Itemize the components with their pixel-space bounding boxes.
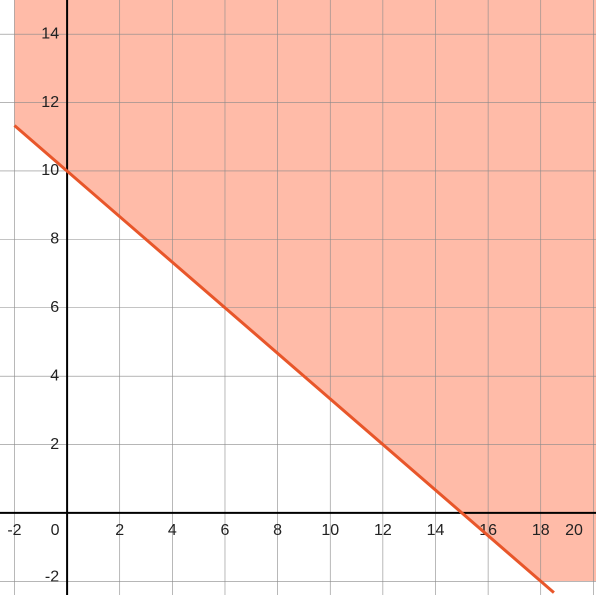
x-tick-label: 20: [565, 522, 583, 539]
x-tick-label: 4: [168, 522, 177, 539]
y-tick-label: -2: [45, 569, 59, 586]
x-tick-label: -2: [7, 522, 21, 539]
x-tick-label: 14: [427, 522, 445, 539]
y-tick-label: 8: [50, 231, 59, 248]
x-tick-label: 0: [51, 522, 60, 539]
x-tick-label: 8: [273, 522, 282, 539]
y-tick-label: 4: [50, 367, 59, 384]
y-tick-label: 6: [50, 299, 59, 316]
y-tick-label: 2: [50, 436, 59, 453]
x-tick-label: 16: [479, 522, 497, 539]
x-tick-label: 12: [374, 522, 392, 539]
y-tick-label: 12: [41, 94, 59, 111]
y-tick-label: 14: [41, 25, 59, 42]
y-tick-label: 10: [41, 162, 59, 179]
shaded-region: [14, 0, 596, 582]
x-tick-label: 2: [115, 522, 124, 539]
x-tick-label: 18: [532, 522, 550, 539]
x-tick-label: 6: [221, 522, 230, 539]
boundary-line: [13, 124, 555, 594]
x-tick-label: 10: [321, 522, 339, 539]
